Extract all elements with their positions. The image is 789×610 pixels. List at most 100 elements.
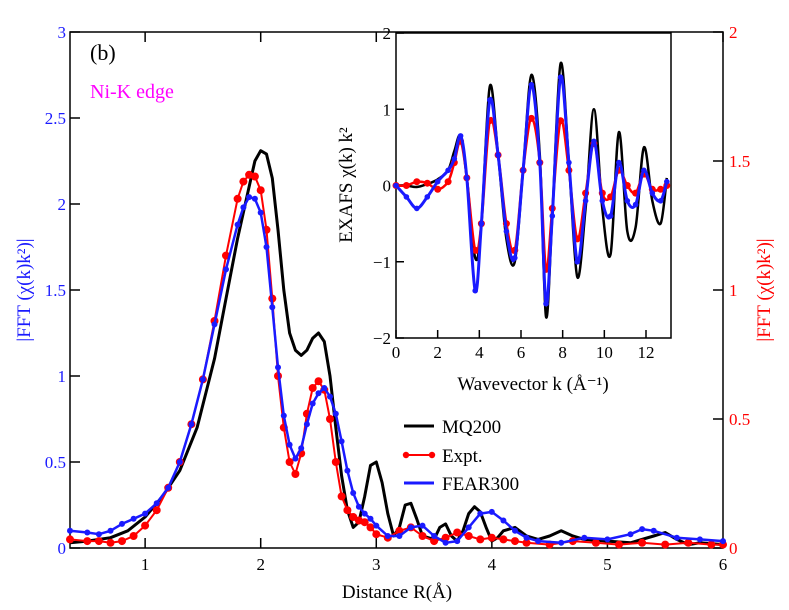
- left-y-axis-label: |FFT (χ(k)k²)|: [14, 238, 35, 341]
- main-point-fear300-57: [639, 526, 646, 533]
- legend-label-fear300: FEAR300: [442, 474, 519, 495]
- inset-y-tick-label-3: 1: [383, 100, 392, 119]
- inset-point-fear300-2: [414, 205, 420, 212]
- inset-point-fear300-20: [557, 74, 564, 80]
- main-point-expt-54: [591, 538, 600, 547]
- main-point-expt-5: [129, 532, 138, 540]
- main-point-fear300-16: [246, 194, 253, 201]
- inset-point-fear300-27: [616, 159, 622, 166]
- panel-label: (b): [90, 40, 116, 65]
- main-point-fear300-10: [188, 421, 195, 428]
- inset-point-expt-5: [444, 178, 452, 186]
- main-point-expt-23: [285, 458, 294, 466]
- main-point-expt-45: [453, 528, 462, 537]
- inset-y-tick-label-4: 2: [383, 24, 392, 43]
- main-point-fear300-56: [627, 531, 634, 538]
- inset-point-fear300-28: [624, 198, 631, 204]
- left-y-tick-label-4: 2: [58, 195, 67, 214]
- main-point-expt-24: [291, 470, 300, 478]
- main-point-expt-31: [331, 458, 340, 466]
- main-point-fear300-9: [176, 459, 183, 465]
- legend-label-expt: Expt.: [442, 446, 483, 467]
- edge-annotation: Ni-K edge: [90, 81, 174, 103]
- right-y-tick-label-3: 1.5: [729, 152, 750, 171]
- right-y-tick-label-4: 2: [729, 23, 738, 42]
- inset-point-expt-4: [434, 185, 442, 193]
- inset-point-fear300-30: [641, 167, 647, 174]
- main-point-fear300-58: [650, 527, 657, 534]
- main-point-fear300-51: [523, 534, 530, 541]
- main-point-fear300-38: [373, 522, 380, 529]
- main-x-tick-label-3: 4: [488, 555, 497, 574]
- left-y-tick-label-1: 0.5: [45, 453, 66, 472]
- inset-point-fear300-15: [520, 167, 526, 174]
- main-point-fear300-29: [321, 385, 328, 391]
- inset-point-fear300-29: [632, 201, 639, 208]
- main-point-fear300-36: [361, 510, 368, 517]
- inset-point-fear300-16: [528, 82, 535, 88]
- inset-x-axis-label: Wavevector k (Å⁻¹): [457, 374, 608, 395]
- inset-point-fear300-14: [512, 255, 518, 261]
- inset-point-fear300-3: [424, 194, 431, 200]
- main-point-fear300-31: [332, 410, 339, 417]
- inset-point-fear300-26: [607, 213, 614, 219]
- right-y-tick-label-0: 0: [729, 539, 738, 558]
- main-point-fear300-52: [535, 538, 542, 545]
- main-point-expt-48: [487, 533, 496, 542]
- main-point-fear300-18: [257, 209, 264, 216]
- main-point-expt-33: [343, 506, 352, 515]
- inset-point-fear300-6: [451, 156, 458, 162]
- left-y-tick-label-0: 0: [58, 539, 67, 558]
- main-point-fear300-46: [465, 524, 472, 531]
- main-point-expt-6: [141, 521, 150, 530]
- inset-series-lines: [392, 61, 671, 319]
- inset-point-fear300-23: [582, 198, 589, 204]
- inset-point-fear300-0: [393, 182, 399, 189]
- main-point-fear300-24: [292, 455, 299, 462]
- inset-point-expt-2: [413, 178, 421, 186]
- main-point-fear300-61: [720, 538, 726, 545]
- main-x-axis-label: Distance R(Å): [342, 582, 452, 603]
- main-point-fear300-2: [95, 531, 102, 538]
- main-point-fear300-27: [309, 400, 316, 407]
- inset-point-expt-16: [527, 114, 535, 122]
- main-point-fear300-33: [344, 467, 351, 474]
- main-point-expt-58: [684, 538, 693, 547]
- legend-marker-expt-2: [428, 451, 436, 459]
- main-point-fear300-19: [263, 244, 270, 250]
- main-point-fear300-34: [350, 490, 357, 496]
- main-point-fear300-25: [298, 445, 305, 452]
- main-point-fear300-3: [107, 527, 114, 534]
- main-point-fear300-0: [67, 527, 73, 534]
- inset-point-fear300-32: [657, 198, 664, 204]
- inset-x-tick-label-5: 10: [596, 343, 613, 362]
- main-point-fear300-35: [355, 503, 362, 510]
- main-point-expt-4: [118, 537, 126, 546]
- main-point-expt-27: [308, 384, 317, 392]
- inset-point-fear300-21: [566, 159, 572, 166]
- main-point-expt-56: [638, 538, 647, 547]
- main-point-fear300-41: [407, 524, 414, 531]
- main-point-fear300-20: [269, 304, 276, 311]
- inset-y-tick-label-2: 0: [383, 177, 392, 196]
- inset-point-fear300-22: [574, 259, 581, 265]
- main-point-expt-55: [615, 540, 623, 549]
- inset-x-tick-label-6: 12: [638, 343, 655, 362]
- main-point-expt-44: [441, 533, 450, 542]
- main-point-fear300-48: [488, 508, 495, 515]
- main-point-expt-49: [499, 535, 508, 544]
- inset-point-fear300-10: [478, 220, 485, 227]
- main-point-fear300-54: [581, 534, 588, 541]
- main-point-fear300-53: [558, 539, 565, 546]
- inset-point-expt-1: [402, 182, 410, 189]
- main-point-fear300-47: [477, 510, 484, 517]
- main-point-fear300-8: [165, 484, 172, 491]
- main-x-tick-label-0: 1: [141, 555, 150, 574]
- main-point-expt-38: [372, 530, 381, 539]
- right-y-tick-label-1: 0.5: [729, 410, 750, 429]
- main-point-expt-18: [256, 186, 265, 195]
- main-point-fear300-21: [275, 364, 281, 371]
- inset-x-tick-label-4: 8: [558, 343, 567, 362]
- main-point-fear300-42: [419, 522, 426, 529]
